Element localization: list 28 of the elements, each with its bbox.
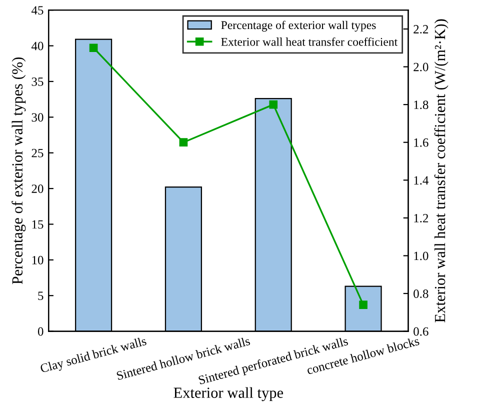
y2-tick-label: 1.6 bbox=[414, 138, 428, 147]
point bbox=[179, 138, 188, 147]
y2-tick-label: 1.4 bbox=[414, 176, 429, 185]
y2-axis-title: Exterior wall heat transfer coefficient (W/(m²·K)) bbox=[434, 19, 448, 322]
y-tick-label: 20 bbox=[32, 184, 44, 193]
y-tick-label: 0 bbox=[38, 327, 44, 336]
y2-tick-label: 1.8 bbox=[414, 100, 428, 110]
y-tick-label: 25 bbox=[32, 148, 44, 158]
y-axis-title: Percentage of exterior wall types (%) bbox=[12, 57, 26, 284]
y-tick-label: 5 bbox=[38, 292, 44, 300]
y-tick-label: 35 bbox=[32, 78, 44, 86]
x-axis-title: Exterior wall type bbox=[174, 387, 284, 402]
y-tick-label: 15 bbox=[32, 220, 44, 229]
y-tick-label: 10 bbox=[32, 256, 44, 264]
y-tick-label: 30 bbox=[32, 113, 44, 122]
y2-tick-label: 0.6 bbox=[414, 327, 428, 336]
legend-label: Exterior wall heat transfer coefficient bbox=[221, 37, 398, 46]
y-tick-label: 45 bbox=[31, 6, 44, 15]
y2-tick-label: 0.8 bbox=[414, 290, 428, 298]
point bbox=[89, 44, 98, 52]
y2-tick-label: 2.2 bbox=[414, 25, 428, 34]
point bbox=[269, 100, 278, 109]
y-tick-label: 40 bbox=[31, 42, 44, 50]
point bbox=[359, 300, 368, 309]
y2-tick-label: 2.0 bbox=[414, 62, 428, 72]
y2-tick-label: 1.0 bbox=[414, 252, 428, 260]
legend-label: Percentage of exterior wall types bbox=[221, 20, 376, 32]
y2-tick-label: 1.2 bbox=[414, 214, 428, 222]
